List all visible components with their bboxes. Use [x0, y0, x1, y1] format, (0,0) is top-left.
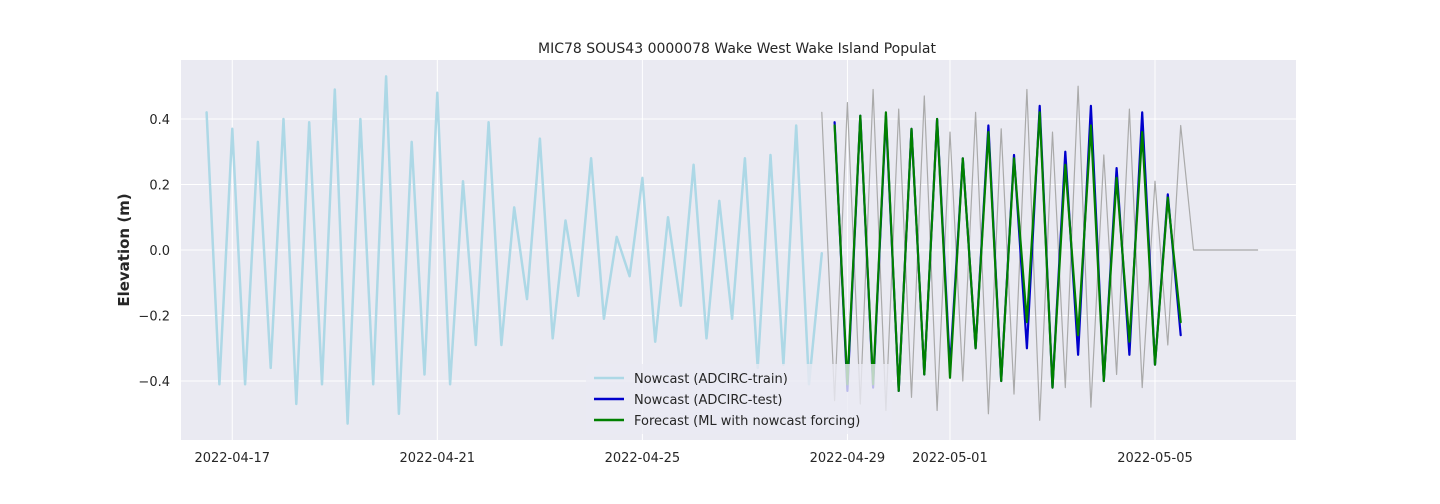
legend-box	[586, 364, 892, 434]
series-layer	[205, 75, 1259, 425]
legend-label: Forecast (ML with nowcast forcing)	[634, 414, 860, 429]
x-tick-label: 2022-04-29	[810, 451, 886, 466]
x-axis-ticks: 2022-04-17 2022-04-21 2022-04-25 2022-04-29…	[194, 451, 1192, 466]
y-axis-ticks: −0.4 −0.2 0.0 0.2 0.4	[138, 113, 170, 390]
legend-label: Nowcast (ADCIRC-train)	[634, 372, 788, 387]
y-tick-label: 0.0	[149, 244, 170, 259]
legend-label: Nowcast (ADCIRC-test)	[634, 393, 783, 408]
y-axis-label: Elevation (m)	[115, 193, 133, 306]
series-line-1	[205, 75, 824, 425]
y-tick-label: 0.4	[149, 113, 170, 128]
x-tick-label: 2022-05-05	[1117, 451, 1193, 466]
y-tick-label: −0.2	[138, 310, 170, 325]
series-line-0	[821, 85, 1259, 421]
x-tick-label: 2022-04-21	[400, 451, 476, 466]
x-tick-label: 2022-05-01	[912, 451, 988, 466]
x-tick-label: 2022-04-17	[194, 451, 270, 466]
y-tick-label: 0.2	[149, 178, 170, 193]
x-tick-label: 2022-04-25	[605, 451, 681, 466]
chart-title: MIC78 SOUS43 0000078 Wake West Wake Isla…	[538, 41, 936, 57]
legend: Nowcast (ADCIRC-train) Nowcast (ADCIRC-te…	[586, 364, 892, 434]
series-line-3	[833, 111, 1182, 392]
y-tick-label: −0.4	[138, 375, 170, 390]
